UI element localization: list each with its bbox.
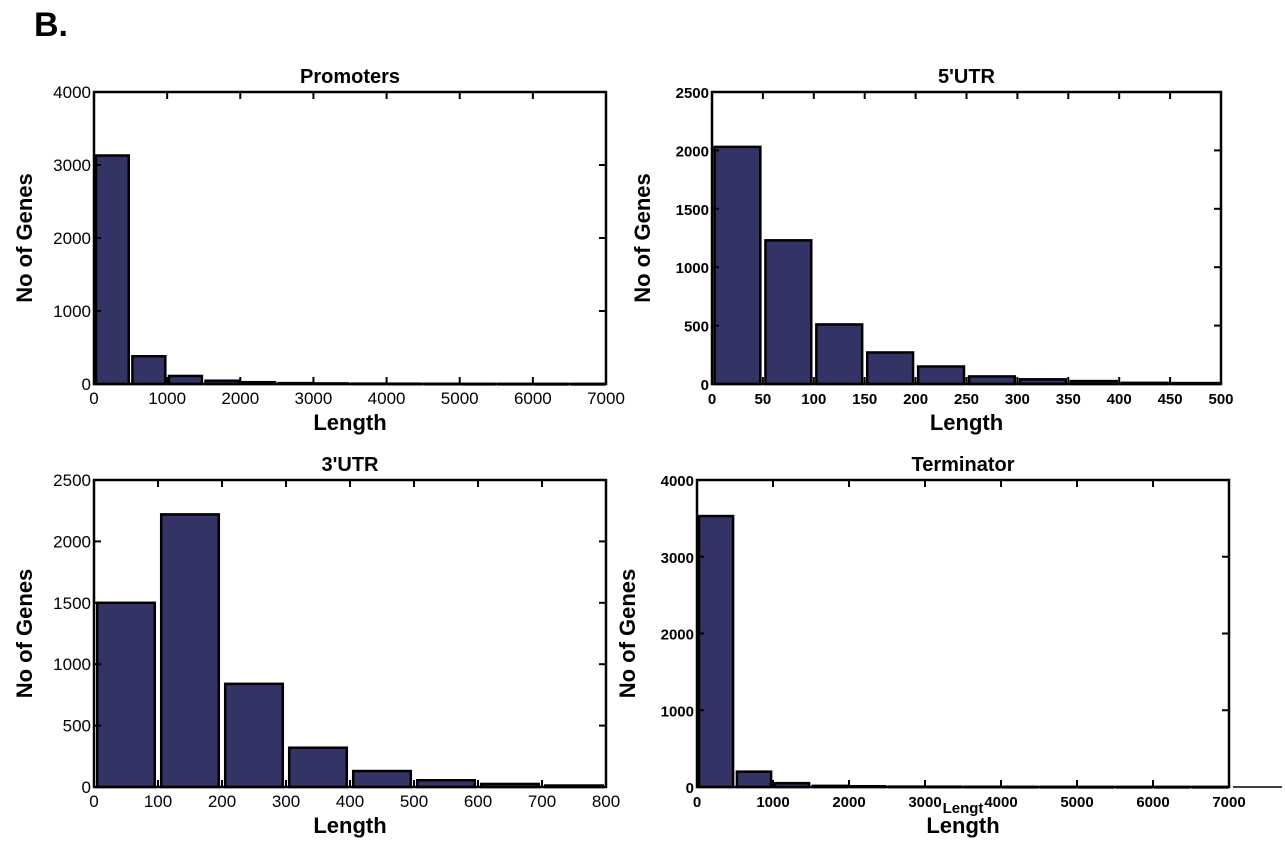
x-tick-label: 4000 — [368, 389, 406, 408]
y-tick-label: 1500 — [53, 594, 91, 613]
chart-panel: 5'UTR 0 50 100 150 200 250 300 350 400 450 500 0 500 1… — [630, 66, 1234, 435]
x-tick-label: 700 — [528, 792, 556, 811]
x-tick-label: 100 — [801, 391, 826, 408]
histogram-bar — [713, 145, 762, 386]
histogram-bar — [865, 351, 915, 386]
x-tick-label: 3000 — [908, 794, 941, 811]
x-axis-label: Length — [313, 813, 386, 838]
x-tick-label: 500 — [400, 792, 428, 811]
y-tick-label: 1000 — [53, 302, 91, 321]
chart-title: 3'UTR — [322, 454, 380, 476]
x-tick-label: 0 — [89, 389, 98, 408]
chart-panel: Terminator 0 1000 2000 3000 4000 5000 6000 7000 0… — [615, 454, 1246, 838]
chart-title: 5'UTR — [938, 66, 996, 88]
panel-label: B. — [34, 6, 68, 44]
y-tick-label: 2000 — [661, 627, 694, 644]
histogram-bar — [94, 154, 130, 386]
chart-title: Terminator — [912, 454, 1015, 476]
x-tick-label: 0 — [708, 391, 716, 408]
plot-frame — [92, 90, 608, 386]
histogram-bar — [916, 365, 966, 386]
x-axis-label: Length — [313, 410, 386, 435]
histogram-bar — [131, 355, 167, 386]
x-tick-label: 4000 — [984, 794, 1017, 811]
y-tick-label: 1000 — [676, 260, 709, 277]
y-tick-label: 2000 — [53, 532, 91, 551]
x-tick-label: 0 — [693, 794, 701, 811]
x-tick-label: 1000 — [148, 389, 186, 408]
x-tick-label: 6000 — [514, 389, 552, 408]
y-tick-label: 1000 — [661, 703, 694, 720]
y-axis-label: No of Genes — [12, 173, 37, 303]
x-tick-label: 500 — [1208, 391, 1233, 408]
x-tick-label: 5000 — [441, 389, 479, 408]
x-tick-label: 2000 — [221, 389, 259, 408]
chart-panel: Promoters 0 1000 2000 3000 4000 5000 6000 7000 0 1… — [12, 66, 625, 435]
chart-title: Promoters — [300, 66, 400, 88]
x-tick-label: 400 — [336, 792, 364, 811]
x-tick-label: 5000 — [1060, 794, 1093, 811]
x-tick-label: 3000 — [295, 389, 333, 408]
x-tick-label: 450 — [1158, 391, 1183, 408]
histogram-bar — [815, 323, 864, 386]
y-tick-label: 0 — [686, 780, 694, 797]
x-tick-label: 100 — [144, 792, 172, 811]
x-tick-label: 300 — [1005, 391, 1030, 408]
x-tick-label: 600 — [464, 792, 492, 811]
histogram-bar — [223, 682, 285, 789]
y-tick-label: 1500 — [676, 202, 709, 219]
y-tick-label: 3000 — [661, 550, 694, 567]
y-tick-label: 0 — [82, 778, 91, 797]
x-tick-label: 350 — [1056, 391, 1081, 408]
y-axis-label: No of Genes — [12, 569, 37, 699]
y-tick-label: 2000 — [676, 143, 709, 160]
x-tick-label: 2000 — [832, 794, 865, 811]
x-tick-label: 50 — [755, 391, 772, 408]
x-tick-label: 800 — [592, 792, 620, 811]
histogram-bar — [159, 513, 221, 789]
histogram-bar — [351, 769, 413, 789]
y-tick-label: 2000 — [53, 229, 91, 248]
y-axis-label: No of Genes — [615, 569, 640, 699]
x-tick-label: 7000 — [587, 389, 625, 408]
y-tick-label: 0 — [701, 377, 709, 394]
histogram-bar — [764, 239, 813, 386]
y-tick-label: 0 — [82, 375, 91, 394]
histogram-bar — [95, 601, 157, 789]
x-tick-label: 250 — [954, 391, 979, 408]
y-tick-label: 4000 — [661, 473, 694, 490]
y-tick-label: 1000 — [53, 655, 91, 674]
histogram-bar — [735, 770, 773, 789]
x-tick-label: 200 — [208, 792, 236, 811]
x-tick-label: 300 — [272, 792, 300, 811]
y-tick-label: 4000 — [53, 83, 91, 102]
x-axis-label: Length — [926, 813, 999, 838]
histogram-bar — [697, 514, 735, 789]
x-tick-label: 1000 — [756, 794, 789, 811]
y-tick-label: 500 — [684, 319, 709, 336]
x-tick-label: 400 — [1107, 391, 1132, 408]
y-tick-label: 2500 — [53, 471, 91, 490]
x-tick-label: 0 — [89, 792, 98, 811]
x-axis-label: Length — [930, 410, 1003, 435]
x-tick-label: 6000 — [1136, 794, 1169, 811]
y-tick-label: 3000 — [53, 156, 91, 175]
x-tick-label: 7000 — [1212, 794, 1245, 811]
plot-frame — [695, 478, 1231, 789]
x-tick-label: 200 — [903, 391, 928, 408]
y-tick-label: 2500 — [676, 85, 709, 102]
stray-axis-text: Lengt — [943, 800, 984, 817]
y-axis-label: No of Genes — [630, 173, 655, 303]
histogram-bar — [287, 746, 349, 789]
chart-panel: 3'UTR 0 100 200 300 400 500 600 700 800 0 500 1000 15… — [12, 454, 620, 838]
x-tick-label: 150 — [852, 391, 877, 408]
y-tick-label: 500 — [63, 717, 91, 736]
